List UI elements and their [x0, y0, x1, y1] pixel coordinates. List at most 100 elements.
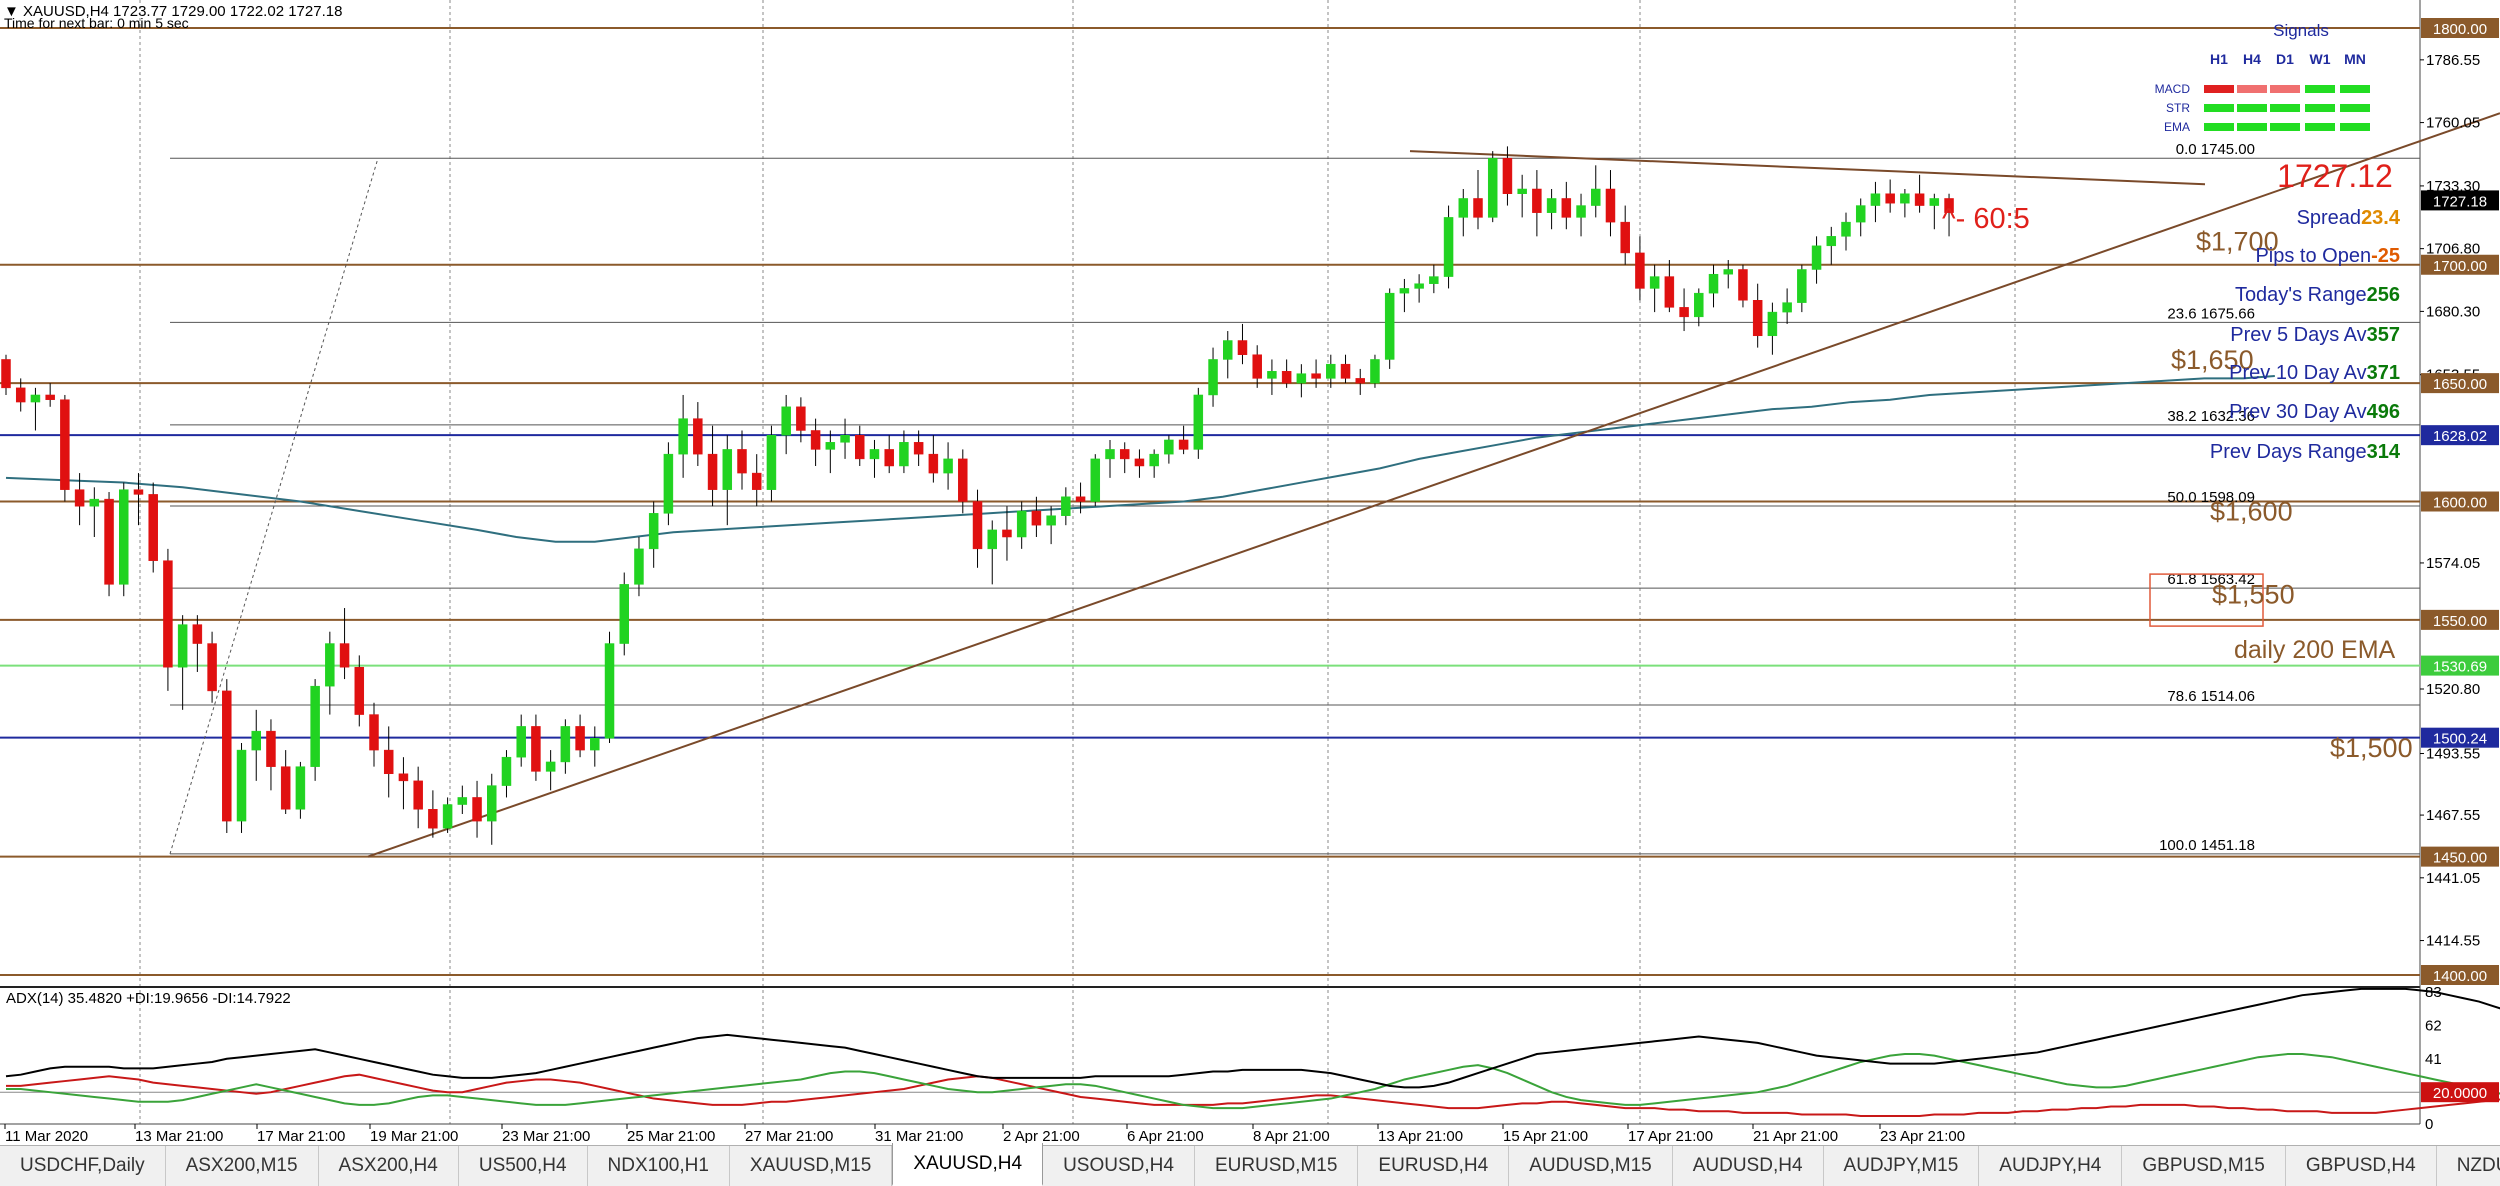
chart-canvas[interactable]: 0.0 1745.00 23.6 1675.66 38.2 1632.36 50.0 …: [0, 0, 2500, 1145]
price-badge-text: 1450.00: [2433, 850, 2487, 867]
tab-audusd-h4[interactable]: AUDUSD,H4: [1673, 1146, 1824, 1186]
vertical-grid: [0, 0, 2421, 1125]
tab-eurusd-h4[interactable]: EURUSD,H4: [1358, 1146, 1510, 1186]
stat-value: 371: [2367, 362, 2400, 384]
tab-asx200-m15[interactable]: ASX200,M15: [166, 1146, 319, 1186]
bear-candle: [413, 780, 423, 810]
bear-candle: [1281, 371, 1292, 384]
bull-candle: [1576, 205, 1586, 218]
bull-candle: [1016, 510, 1027, 538]
bull-candle: [869, 449, 880, 460]
price-tick-label: 1414.55: [2426, 933, 2480, 950]
bear-candle: [810, 430, 821, 450]
bull-candle: [1767, 311, 1778, 337]
price-tick-label: 1760.05: [2426, 115, 2480, 132]
bull-candle: [457, 797, 468, 805]
level-annotation: $1,500: [2330, 733, 2413, 763]
bull-candle: [619, 584, 629, 644]
bull-candle: [899, 442, 909, 467]
signal-indicator: [2204, 123, 2234, 131]
signal-timeframe: MN: [2344, 51, 2366, 67]
level-annotation: $1,700: [2196, 227, 2279, 257]
bull-candle: [310, 685, 320, 767]
time-tick-label: 2 Apr 21:00: [1003, 1128, 1080, 1145]
bull-candle: [1429, 276, 1439, 284]
time-tick-label: 19 Mar 21:00: [370, 1128, 458, 1145]
bull-candle: [1296, 373, 1307, 384]
bear-candle: [354, 666, 365, 715]
fib-label: 78.6 1514.06: [2167, 688, 2255, 705]
bull-candle: [1708, 273, 1719, 294]
tab-xauusd-m15[interactable]: XAUUSD,M15: [730, 1146, 893, 1186]
bull-candle: [1797, 269, 1807, 303]
bear-candle: [266, 730, 276, 767]
tab-xauusd-h4[interactable]: XAUUSD,H4: [892, 1143, 1044, 1186]
bear-candle: [60, 399, 70, 490]
bull-candle: [89, 498, 100, 507]
bull-candle: [295, 766, 306, 810]
bear-candle: [74, 489, 85, 507]
price-badge-text: 1550.00: [2433, 613, 2487, 630]
bull-candle: [1105, 449, 1115, 460]
bull-candle: [825, 442, 836, 450]
tab-gbpusd-h4[interactable]: GBPUSD,H4: [2286, 1146, 2437, 1186]
bull-candle: [1546, 198, 1557, 213]
bear-candle: [1, 359, 11, 389]
price-badge-text: 1600.00: [2433, 495, 2487, 512]
bull-candle: [840, 434, 850, 443]
price-badge-text: 1800.00: [2433, 21, 2487, 38]
signal-indicator: [2204, 104, 2234, 112]
bear-candle: [751, 472, 762, 490]
bull-candle: [1399, 288, 1410, 294]
bear-candle: [1635, 252, 1645, 289]
current-price-label: 1727.12: [2277, 158, 2393, 194]
price-badge: [2421, 190, 2499, 211]
price-badge-text: 1500.24: [2433, 731, 2487, 748]
tab-usousd-h4[interactable]: USOUSD,H4: [1043, 1146, 1195, 1186]
tab-audjpy-m15[interactable]: AUDJPY,M15: [1824, 1146, 1980, 1186]
bull-candle: [119, 489, 129, 585]
bear-candle: [707, 453, 718, 490]
tab-asx200-h4[interactable]: ASX200,H4: [319, 1146, 459, 1186]
bear-candle: [855, 434, 865, 460]
tab-us500-h4[interactable]: US500,H4: [459, 1146, 588, 1186]
stat-label: Prev 30 Day Av: [2229, 401, 2366, 423]
adx-tick-label: 83: [2425, 984, 2442, 1001]
price-badge-text: 1628.02: [2433, 428, 2487, 445]
bear-candle: [383, 749, 394, 775]
bull-candle: [325, 643, 335, 687]
price-badge: [2421, 655, 2499, 676]
fibonacci-retracement: 0.0 1745.00 23.6 1675.66 38.2 1632.36 50.0 …: [169, 141, 2420, 855]
bull-candle: [604, 643, 615, 739]
tab-audjpy-h4[interactable]: AUDJPY,H4: [1979, 1146, 2123, 1186]
signal-indicator: [2340, 104, 2370, 112]
tab-audusd-m15[interactable]: AUDUSD,M15: [1509, 1146, 1673, 1186]
chart-background: [0, 0, 2500, 1145]
bear-candle: [958, 458, 968, 502]
bull-candle: [722, 449, 733, 490]
signal-row-label: EMA: [2164, 120, 2190, 134]
chart-tab-bar: USDCHF,Daily ASX200,M15 ASX200,H4 US500,…: [0, 1143, 2500, 1186]
trendlines: [367, 112, 2500, 858]
tab-usdchf-daily[interactable]: USDCHF,Daily: [0, 1146, 166, 1186]
signal-indicator: [2340, 123, 2370, 131]
level-annotation: $1,600: [2210, 496, 2293, 526]
tab-gbpusd-m15[interactable]: GBPUSD,M15: [2122, 1146, 2286, 1186]
stat-value: 357: [2367, 324, 2400, 346]
price-badge: [2421, 965, 2499, 985]
stat-row: Prev 30 Day Av496: [2229, 401, 2400, 423]
adx-line: [5, 987, 2500, 1089]
stat-row: Prev 5 Days Av357: [2230, 324, 2400, 346]
time-tick-label: 25 Mar 21:00: [627, 1128, 715, 1145]
tab-nzdusd-m15[interactable]: NZDUSD,M15: [2437, 1146, 2500, 1186]
bull-candle: [1164, 439, 1174, 455]
bull-candle: [1193, 394, 1204, 450]
bull-candle: [560, 726, 571, 763]
tab-eurusd-m15[interactable]: EURUSD,M15: [1195, 1146, 1359, 1186]
signal-row-label: MACD: [2155, 82, 2191, 96]
price-chart[interactable]: 0.0 1745.00 23.6 1675.66 38.2 1632.36 50.0 …: [0, 0, 2500, 1145]
price-badge-text: 1700.00: [2433, 258, 2487, 275]
bull-candle: [487, 785, 497, 822]
tab-ndx100-h1[interactable]: NDX100,H1: [588, 1146, 730, 1186]
stat-value: 314: [2367, 441, 2401, 463]
